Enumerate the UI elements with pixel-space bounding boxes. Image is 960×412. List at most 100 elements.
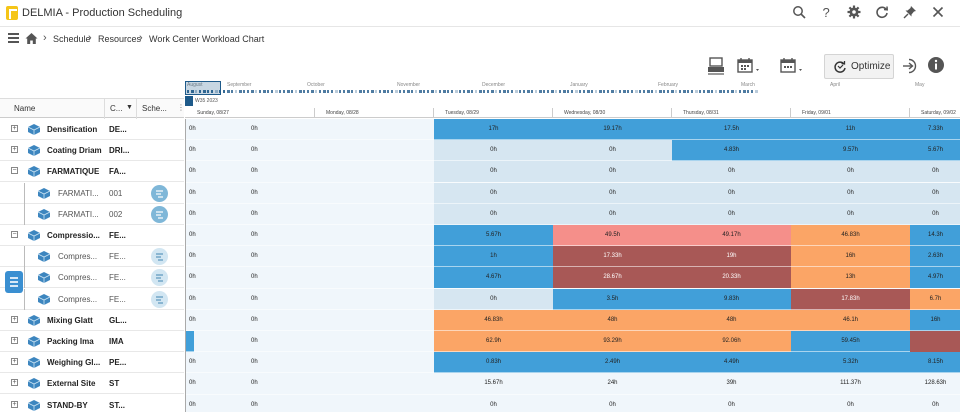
workload-cell[interactable]: 0h — [672, 203, 791, 225]
workload-cell[interactable]: 19.17h — [553, 119, 672, 140]
workload-cell[interactable]: 6.7h — [910, 288, 960, 310]
workload-cell[interactable]: 0h — [847, 401, 854, 408]
workload-cell[interactable]: 0h — [490, 401, 497, 408]
workload-cell[interactable]: 0h — [189, 168, 196, 175]
schedule-badge-icon[interactable] — [151, 205, 168, 223]
workload-cell[interactable]: 4.97h — [910, 267, 960, 289]
workload-cell[interactable]: 16h — [910, 309, 960, 331]
workload-cell[interactable]: 3.5h — [553, 288, 672, 310]
search-icon[interactable] — [791, 5, 807, 21]
schedule-badge-icon[interactable] — [151, 269, 168, 287]
resource-row[interactable]: + Densification DE... — [0, 119, 184, 140]
resource-row[interactable]: + Coating Driam DRI... — [0, 140, 184, 162]
workload-cell[interactable]: 59.45h — [791, 331, 910, 352]
resource-row[interactable]: Compres... FE... — [0, 246, 184, 268]
workload-cell[interactable]: 9.57h — [791, 140, 910, 162]
print-icon[interactable] — [706, 56, 728, 76]
resource-row[interactable]: FARMATI... 002 — [0, 203, 184, 225]
close-icon[interactable] — [930, 5, 946, 21]
resource-row[interactable]: − FARMATIQUE FA... — [0, 161, 184, 183]
resource-row[interactable]: FARMATI... 001 — [0, 182, 184, 204]
workload-cell[interactable]: 0h — [251, 126, 258, 132]
workload-cell[interactable]: 0h — [251, 168, 258, 175]
workload-cell[interactable]: 46.83h — [791, 225, 910, 246]
workload-cell[interactable]: 11h — [791, 119, 910, 140]
workload-cell[interactable]: 93.29h — [553, 331, 672, 352]
gear-icon[interactable] — [846, 5, 862, 21]
expand-icon[interactable]: + — [11, 315, 18, 323]
workload-cell[interactable]: 0h — [553, 140, 672, 162]
refresh-icon[interactable] — [874, 5, 890, 21]
workload-cell[interactable]: 0h — [189, 253, 196, 260]
resource-row[interactable]: + Mixing Glatt GL... — [0, 310, 184, 331]
workload-cell[interactable]: 24h — [607, 380, 618, 387]
workload-cell[interactable]: 92.06h — [672, 331, 791, 352]
side-panel-toggle[interactable] — [5, 271, 23, 293]
workload-cell[interactable]: 0h — [553, 182, 672, 204]
workload-cell[interactable]: 20.33h — [672, 267, 791, 289]
workload-cell[interactable]: 0h — [791, 161, 910, 183]
workload-cell[interactable]: 7.33h — [910, 119, 960, 140]
workload-cell[interactable]: 8.15h — [910, 352, 960, 374]
workload-cell[interactable]: 0h — [553, 203, 672, 225]
expand-icon[interactable]: + — [11, 125, 18, 132]
resource-row[interactable]: + Weighing Gl... PE... — [0, 352, 184, 374]
workload-cell[interactable]: 0h — [672, 161, 791, 183]
workload-cell[interactable]: 62.9h — [434, 331, 553, 352]
collapse-icon[interactable]: − — [11, 167, 18, 175]
workload-cell[interactable]: 17.83h — [791, 288, 910, 310]
pin-icon[interactable] — [902, 5, 918, 21]
sort-down-icon[interactable]: ▼ — [126, 104, 133, 111]
workload-cell[interactable]: 0h — [189, 147, 196, 154]
workload-cell[interactable]: 46.1h — [791, 309, 910, 331]
workload-cell[interactable]: 0h — [672, 182, 791, 204]
workload-cell[interactable]: 19h — [672, 246, 791, 268]
column-header-code[interactable]: C... — [110, 104, 123, 113]
expand-icon[interactable]: + — [11, 358, 18, 366]
workload-cell[interactable]: 0h — [932, 401, 939, 408]
workload-cell[interactable]: 0h — [189, 316, 196, 323]
schedule-badge-icon[interactable] — [151, 248, 168, 266]
workload-cell[interactable]: 0h — [910, 182, 960, 204]
workload-cell[interactable]: 0h — [251, 253, 258, 260]
workload-cell[interactable]: 0h — [910, 203, 960, 225]
workload-cell[interactable]: 17.33h — [553, 246, 672, 268]
workload-cell[interactable]: 0h — [251, 147, 258, 154]
workload-cell[interactable]: 2.49h — [553, 352, 672, 374]
menu-icon[interactable] — [8, 33, 19, 43]
workload-cell[interactable]: 1h — [434, 246, 553, 268]
workload-cell[interactable]: 0h — [434, 161, 553, 183]
workload-cell[interactable]: 0h — [251, 189, 258, 196]
workload-cell[interactable]: 0h — [189, 295, 196, 302]
workload-cell[interactable]: 14.3h — [910, 225, 960, 246]
workload-cell[interactable]: 0h — [434, 140, 553, 162]
workload-cell[interactable]: 0h — [553, 161, 672, 183]
workload-cell[interactable]: 128.63h — [924, 380, 947, 387]
workload-cell[interactable]: 0.83h — [434, 352, 553, 374]
workload-cell[interactable]: 0h — [251, 232, 258, 238]
workload-cell[interactable]: 0h — [189, 380, 196, 387]
column-menu-icon[interactable]: ⋮ — [177, 103, 185, 112]
timeline-overview[interactable]: August September October November December Ja… — [185, 81, 960, 95]
workload-cell[interactable]: 0h — [609, 401, 616, 408]
schedule-badge-icon[interactable] — [151, 290, 168, 308]
resource-row[interactable]: Compres... FE... — [0, 288, 184, 310]
workload-cell[interactable]: 0h — [251, 380, 258, 387]
workload-cell[interactable]: 0h — [728, 401, 735, 408]
overload-cell[interactable] — [910, 331, 960, 352]
workload-cell[interactable]: 0h — [251, 359, 258, 366]
workload-cell[interactable]: 0h — [189, 126, 196, 132]
workload-cell[interactable]: 0h — [189, 210, 196, 217]
workload-cell[interactable]: 111.37h — [840, 380, 861, 387]
workload-cell[interactable]: 9.83h — [672, 288, 791, 310]
workload-cell[interactable]: 0h — [189, 189, 196, 196]
breadcrumb-item-resources[interactable]: Resources — [98, 34, 142, 44]
workload-cell[interactable]: 4.67h — [434, 267, 553, 289]
help-icon[interactable]: ? — [818, 5, 834, 21]
workload-cell[interactable]: 5.67h — [910, 140, 960, 162]
breadcrumb-item-schedule[interactable]: Schedule — [53, 34, 91, 44]
workload-cell[interactable]: 0h — [251, 316, 258, 323]
workload-cell[interactable]: 49.5h — [553, 225, 672, 246]
export-icon[interactable] — [900, 56, 922, 76]
workload-cell[interactable]: 0h — [910, 161, 960, 183]
